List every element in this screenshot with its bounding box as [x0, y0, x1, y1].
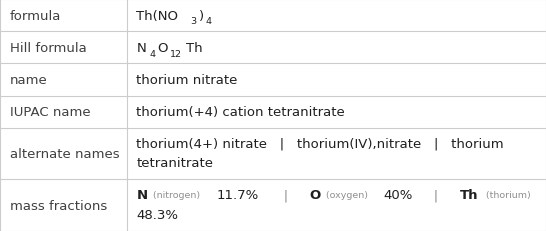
- Text: name: name: [10, 74, 48, 87]
- Text: (oxygen): (oxygen): [324, 191, 370, 200]
- Text: mass fractions: mass fractions: [10, 199, 107, 212]
- Text: 4: 4: [205, 17, 211, 26]
- Text: IUPAC name: IUPAC name: [10, 106, 91, 119]
- Text: 3: 3: [191, 17, 197, 26]
- Text: |: |: [271, 188, 301, 201]
- Text: N: N: [136, 188, 147, 201]
- Text: 11.7%: 11.7%: [217, 188, 259, 201]
- Text: 40%: 40%: [383, 188, 413, 201]
- Text: formula: formula: [10, 9, 61, 22]
- Text: 12: 12: [170, 49, 182, 58]
- Text: |: |: [422, 188, 451, 201]
- Text: (nitrogen): (nitrogen): [151, 191, 202, 200]
- Text: Th(NO: Th(NO: [136, 9, 179, 22]
- Text: ): ): [199, 9, 204, 22]
- Text: thorium(4+) nitrate   |   thorium(IV),nitrate   |   thorium: thorium(4+) nitrate | thorium(IV),nitrat…: [136, 137, 504, 150]
- Text: tetranitrate: tetranitrate: [136, 157, 213, 170]
- Text: alternate names: alternate names: [10, 148, 120, 161]
- Text: Hill formula: Hill formula: [10, 42, 87, 55]
- Text: Th: Th: [186, 42, 203, 55]
- Text: (thorium): (thorium): [484, 191, 531, 200]
- Text: O: O: [157, 42, 167, 55]
- Text: thorium nitrate: thorium nitrate: [136, 74, 238, 87]
- Text: thorium(+4) cation tetranitrate: thorium(+4) cation tetranitrate: [136, 106, 345, 119]
- Text: N: N: [136, 42, 146, 55]
- Text: Th: Th: [460, 188, 478, 201]
- Text: 48.3%: 48.3%: [136, 208, 179, 221]
- Text: 4: 4: [149, 49, 155, 58]
- Text: O: O: [310, 188, 321, 201]
